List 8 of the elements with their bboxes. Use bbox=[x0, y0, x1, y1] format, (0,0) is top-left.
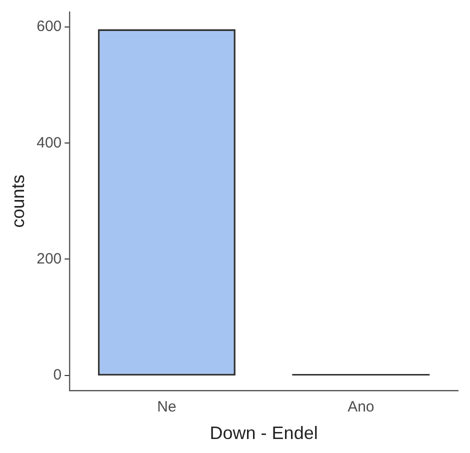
x-tick-label: Ne bbox=[157, 398, 176, 416]
y-tick-label: 200 bbox=[36, 250, 62, 268]
y-axis-title: counts bbox=[8, 174, 28, 228]
y-tick-label: 0 bbox=[53, 366, 62, 384]
y-tick-label: 600 bbox=[36, 18, 62, 36]
y-tick-label: 400 bbox=[36, 134, 62, 152]
x-axis-title: Down - Endel bbox=[210, 423, 318, 444]
x-tick-label: Ano bbox=[348, 398, 374, 416]
